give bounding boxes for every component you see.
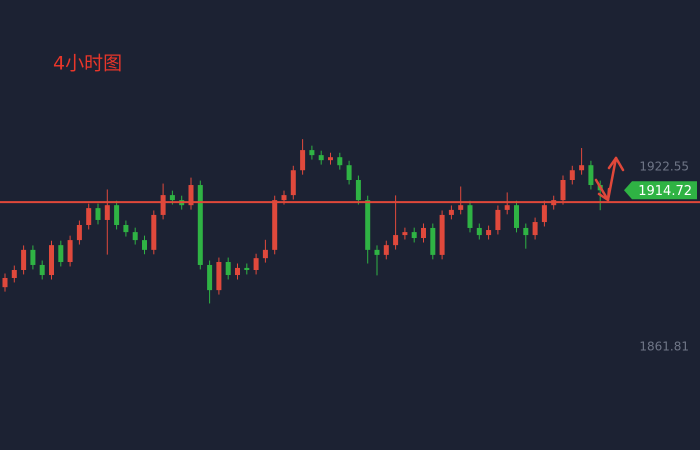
candle-body [235, 267, 240, 276]
candle-body [560, 180, 566, 201]
chart-title: 4小时图 [53, 53, 122, 75]
y-tick-label: 1922.55 [639, 160, 689, 174]
candle-body [448, 209, 454, 215]
candle-body [197, 185, 203, 265]
candle-body [49, 245, 54, 276]
overlay: 1861.81 1922.55 1914.72 [0, 160, 700, 353]
candle-body [151, 214, 157, 250]
candle-body [495, 209, 501, 231]
candle-body [160, 195, 166, 215]
candles [2, 139, 603, 304]
candle-body [439, 214, 445, 255]
candle-body [541, 205, 547, 223]
candle-body [355, 180, 361, 201]
price-tag-label: 1914.72 [638, 184, 692, 199]
candle-body [30, 249, 36, 265]
candle-body [569, 170, 575, 180]
arrow-head-up [607, 156, 625, 172]
candle-body [588, 165, 594, 186]
candle-body [411, 232, 417, 239]
annotation-arrows [594, 156, 625, 202]
candle-body [67, 240, 73, 263]
candle-body [86, 208, 92, 225]
candle-body [476, 227, 482, 236]
candle-body [262, 249, 268, 259]
candle-body [346, 165, 352, 180]
candle-body [402, 232, 408, 236]
candle-body [142, 240, 147, 250]
candle-body [225, 262, 231, 276]
candle-body [365, 200, 371, 250]
candle-body [104, 205, 110, 220]
candle-body [374, 249, 380, 255]
candle-body [523, 227, 529, 236]
candle-body [244, 267, 250, 270]
candle-body [114, 205, 120, 225]
candle-body [458, 205, 464, 210]
candle-body [504, 205, 510, 210]
candle-body [21, 249, 27, 270]
candle-body [328, 157, 333, 161]
candle-body [318, 155, 324, 161]
candle-body [579, 165, 585, 171]
candle-body [272, 200, 278, 250]
candle-body [39, 264, 45, 276]
price-tag [624, 181, 697, 200]
candle-body [421, 227, 426, 239]
candle-body [514, 205, 519, 228]
candle-body [486, 230, 492, 236]
candle-body [207, 264, 213, 291]
candle-body [216, 262, 222, 291]
candle-body [430, 227, 436, 255]
candle-body [123, 225, 129, 233]
candle-body [132, 232, 138, 241]
candle-body [281, 195, 287, 201]
y-tick-label: 1861.81 [639, 339, 689, 353]
candle-body [309, 150, 315, 156]
candle-body [2, 277, 8, 288]
candle-body [383, 245, 389, 255]
candle-body [169, 195, 175, 201]
candle-body [337, 157, 343, 166]
candle-body [95, 208, 101, 220]
candle-body [11, 270, 17, 278]
candle-body [393, 235, 399, 246]
candle-body [76, 225, 82, 241]
candle-body [532, 222, 538, 236]
candle-body [290, 170, 296, 196]
arrow-head-down [597, 187, 611, 202]
candle-body [58, 245, 64, 263]
candle-body [300, 150, 306, 171]
candle-body [253, 258, 259, 270]
candle-body [188, 185, 194, 206]
candle-body [467, 205, 473, 228]
